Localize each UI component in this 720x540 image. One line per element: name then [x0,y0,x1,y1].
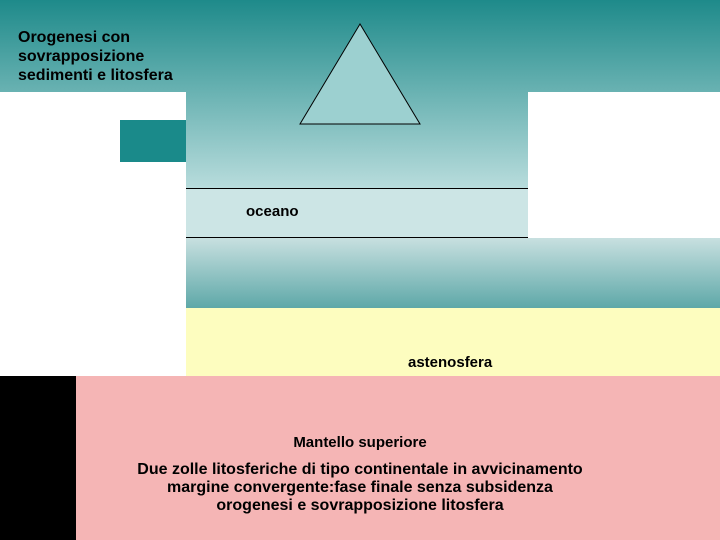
bottom-text-block: Mantello superiore Due zolle litosferich… [0,434,720,515]
title-line-2: sovrapposizione [18,47,173,66]
title-line-3: sedimenti e litosfera [18,66,173,85]
astenosfera-label: astenosfera [408,354,492,371]
bottom-line-1: Mantello superiore [0,434,720,451]
mid-gradient-layer [186,238,720,308]
oceano-layer: oceano [186,188,528,238]
title-line-1: Orogenesi con [18,28,173,47]
diagram-title: Orogenesi con sovrapposizione sedimenti … [18,28,173,86]
white-block-lower-left [0,188,186,376]
bottom-line-3: margine convergente:fase finale senza su… [0,479,720,497]
bottom-line-4: orogenesi e sovrapposizione litosfera [0,497,720,515]
oceano-label: oceano [246,203,299,220]
bottom-line-2: Due zolle litosferiche di tipo continent… [0,461,720,479]
